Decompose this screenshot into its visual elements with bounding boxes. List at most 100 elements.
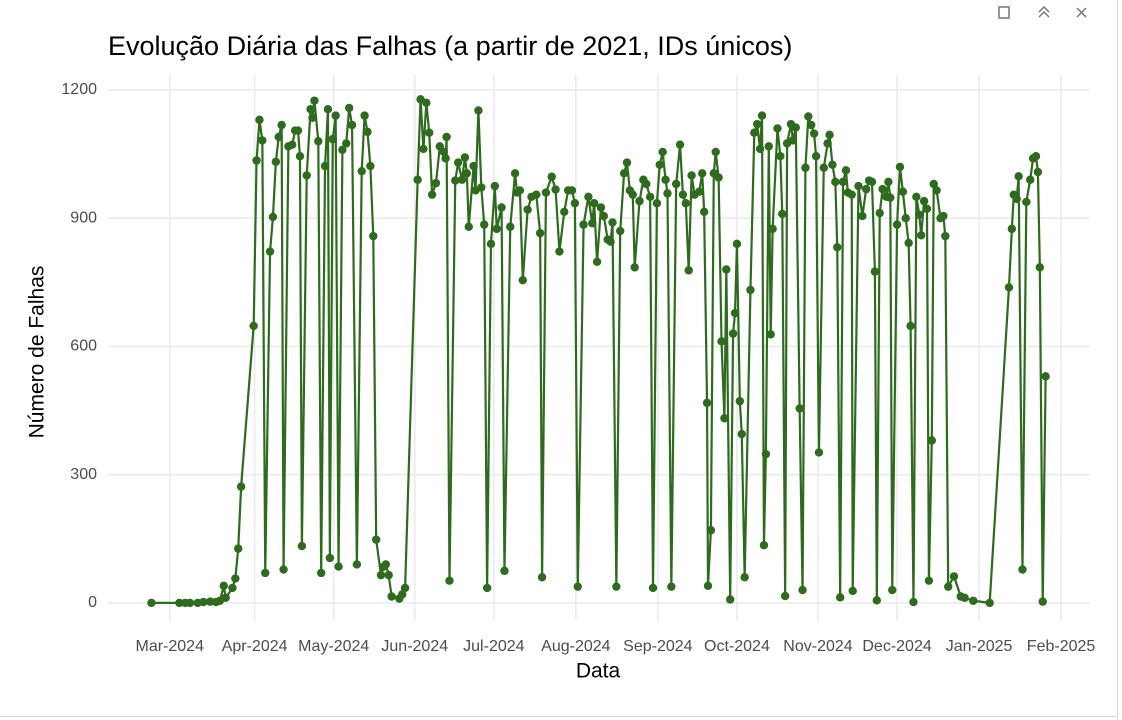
data-point: [347, 120, 357, 130]
data-point: [308, 113, 317, 122]
data-point: [831, 177, 840, 187]
data-point: [453, 158, 463, 167]
data-point: [725, 595, 735, 604]
y-tick-label: 0: [88, 594, 97, 611]
y-tick-label: 600: [70, 338, 97, 355]
data-point: [316, 568, 326, 578]
data-point: [884, 177, 893, 187]
data-point: [801, 163, 810, 172]
data-point: [532, 190, 541, 199]
data-point: [735, 396, 745, 406]
x-tick-label: Jan-2025: [946, 638, 1013, 655]
data-point: [579, 220, 588, 229]
data-point: [360, 111, 369, 120]
data-point: [895, 162, 905, 172]
data-point: [255, 115, 264, 125]
data-point: [439, 147, 448, 157]
data-point: [387, 592, 396, 601]
data-point: [838, 177, 848, 187]
x-axis-title: Data: [576, 660, 621, 683]
data-point: [985, 598, 994, 608]
data-point: [147, 598, 156, 608]
data-point: [730, 308, 740, 318]
data-point: [325, 553, 335, 563]
data-point: [599, 211, 609, 221]
data-point: [442, 132, 451, 142]
data-point: [413, 175, 422, 184]
data-point: [616, 226, 625, 236]
data-point: [427, 190, 437, 199]
popout-icon[interactable]: [998, 6, 1010, 19]
data-point: [334, 562, 343, 571]
data-point: [924, 576, 934, 585]
data-point: [482, 583, 492, 593]
y-tick-label: 1200: [61, 81, 97, 98]
x-tick-label: Oct-2024: [704, 638, 770, 655]
data-point: [175, 598, 184, 608]
data-point: [703, 581, 713, 591]
data-point: [706, 526, 716, 535]
data-point: [344, 103, 354, 113]
data-point: [234, 544, 243, 553]
window-controls: [998, 5, 1087, 19]
data-point: [261, 568, 270, 578]
data-point: [872, 596, 882, 605]
data-point: [878, 184, 887, 194]
data-point: [778, 209, 787, 219]
data-point: [293, 126, 303, 135]
data-point: [1007, 224, 1017, 234]
data-point: [400, 583, 410, 593]
data-point: [265, 247, 275, 256]
data-point: [702, 398, 712, 408]
data-point: [271, 157, 281, 166]
data-point: [746, 285, 755, 295]
data-point: [1031, 152, 1041, 161]
data-point: [828, 160, 837, 169]
data-point: [904, 238, 913, 248]
data-point: [252, 156, 261, 165]
data-point: [510, 169, 520, 178]
data-point: [274, 132, 283, 142]
data-point: [943, 582, 953, 591]
data-point: [588, 219, 597, 228]
data-point: [847, 190, 856, 199]
data-point: [497, 203, 506, 212]
data-point: [929, 179, 938, 189]
x-tick-label: Feb-2025: [1027, 638, 1096, 655]
data-point: [764, 142, 773, 151]
data-point: [363, 127, 372, 137]
data-point: [376, 570, 386, 580]
x-tick-label: Jun-2024: [381, 638, 448, 655]
close-icon[interactable]: [1076, 7, 1087, 18]
data-point: [462, 169, 472, 178]
data-point: [451, 176, 460, 185]
collapse-icon[interactable]: [1038, 10, 1050, 18]
data-point: [469, 161, 478, 171]
data-point: [297, 541, 307, 551]
data-point: [1025, 175, 1035, 184]
data-point: [835, 593, 845, 602]
data-point: [854, 181, 863, 191]
data-point: [780, 591, 790, 601]
data-point: [381, 560, 391, 569]
data-point: [635, 196, 644, 206]
data-point: [766, 330, 775, 339]
data-point: [858, 211, 867, 221]
data-point: [338, 145, 347, 155]
data-point: [258, 136, 267, 145]
data-point: [500, 566, 509, 576]
data-point: [699, 207, 709, 216]
data-point: [518, 275, 527, 285]
data-point: [371, 535, 381, 544]
data-point: [687, 171, 696, 180]
data-point: [1014, 172, 1023, 181]
data-point: [608, 218, 617, 227]
x-tick-label: Aug-2024: [541, 638, 610, 655]
x-tick-label: Nov-2024: [783, 638, 852, 655]
data-point: [573, 582, 582, 591]
data-point: [768, 224, 777, 234]
data-point: [441, 154, 450, 163]
collapse-icon[interactable]: [1038, 5, 1050, 13]
data-point: [695, 187, 704, 196]
data-point: [464, 222, 473, 231]
